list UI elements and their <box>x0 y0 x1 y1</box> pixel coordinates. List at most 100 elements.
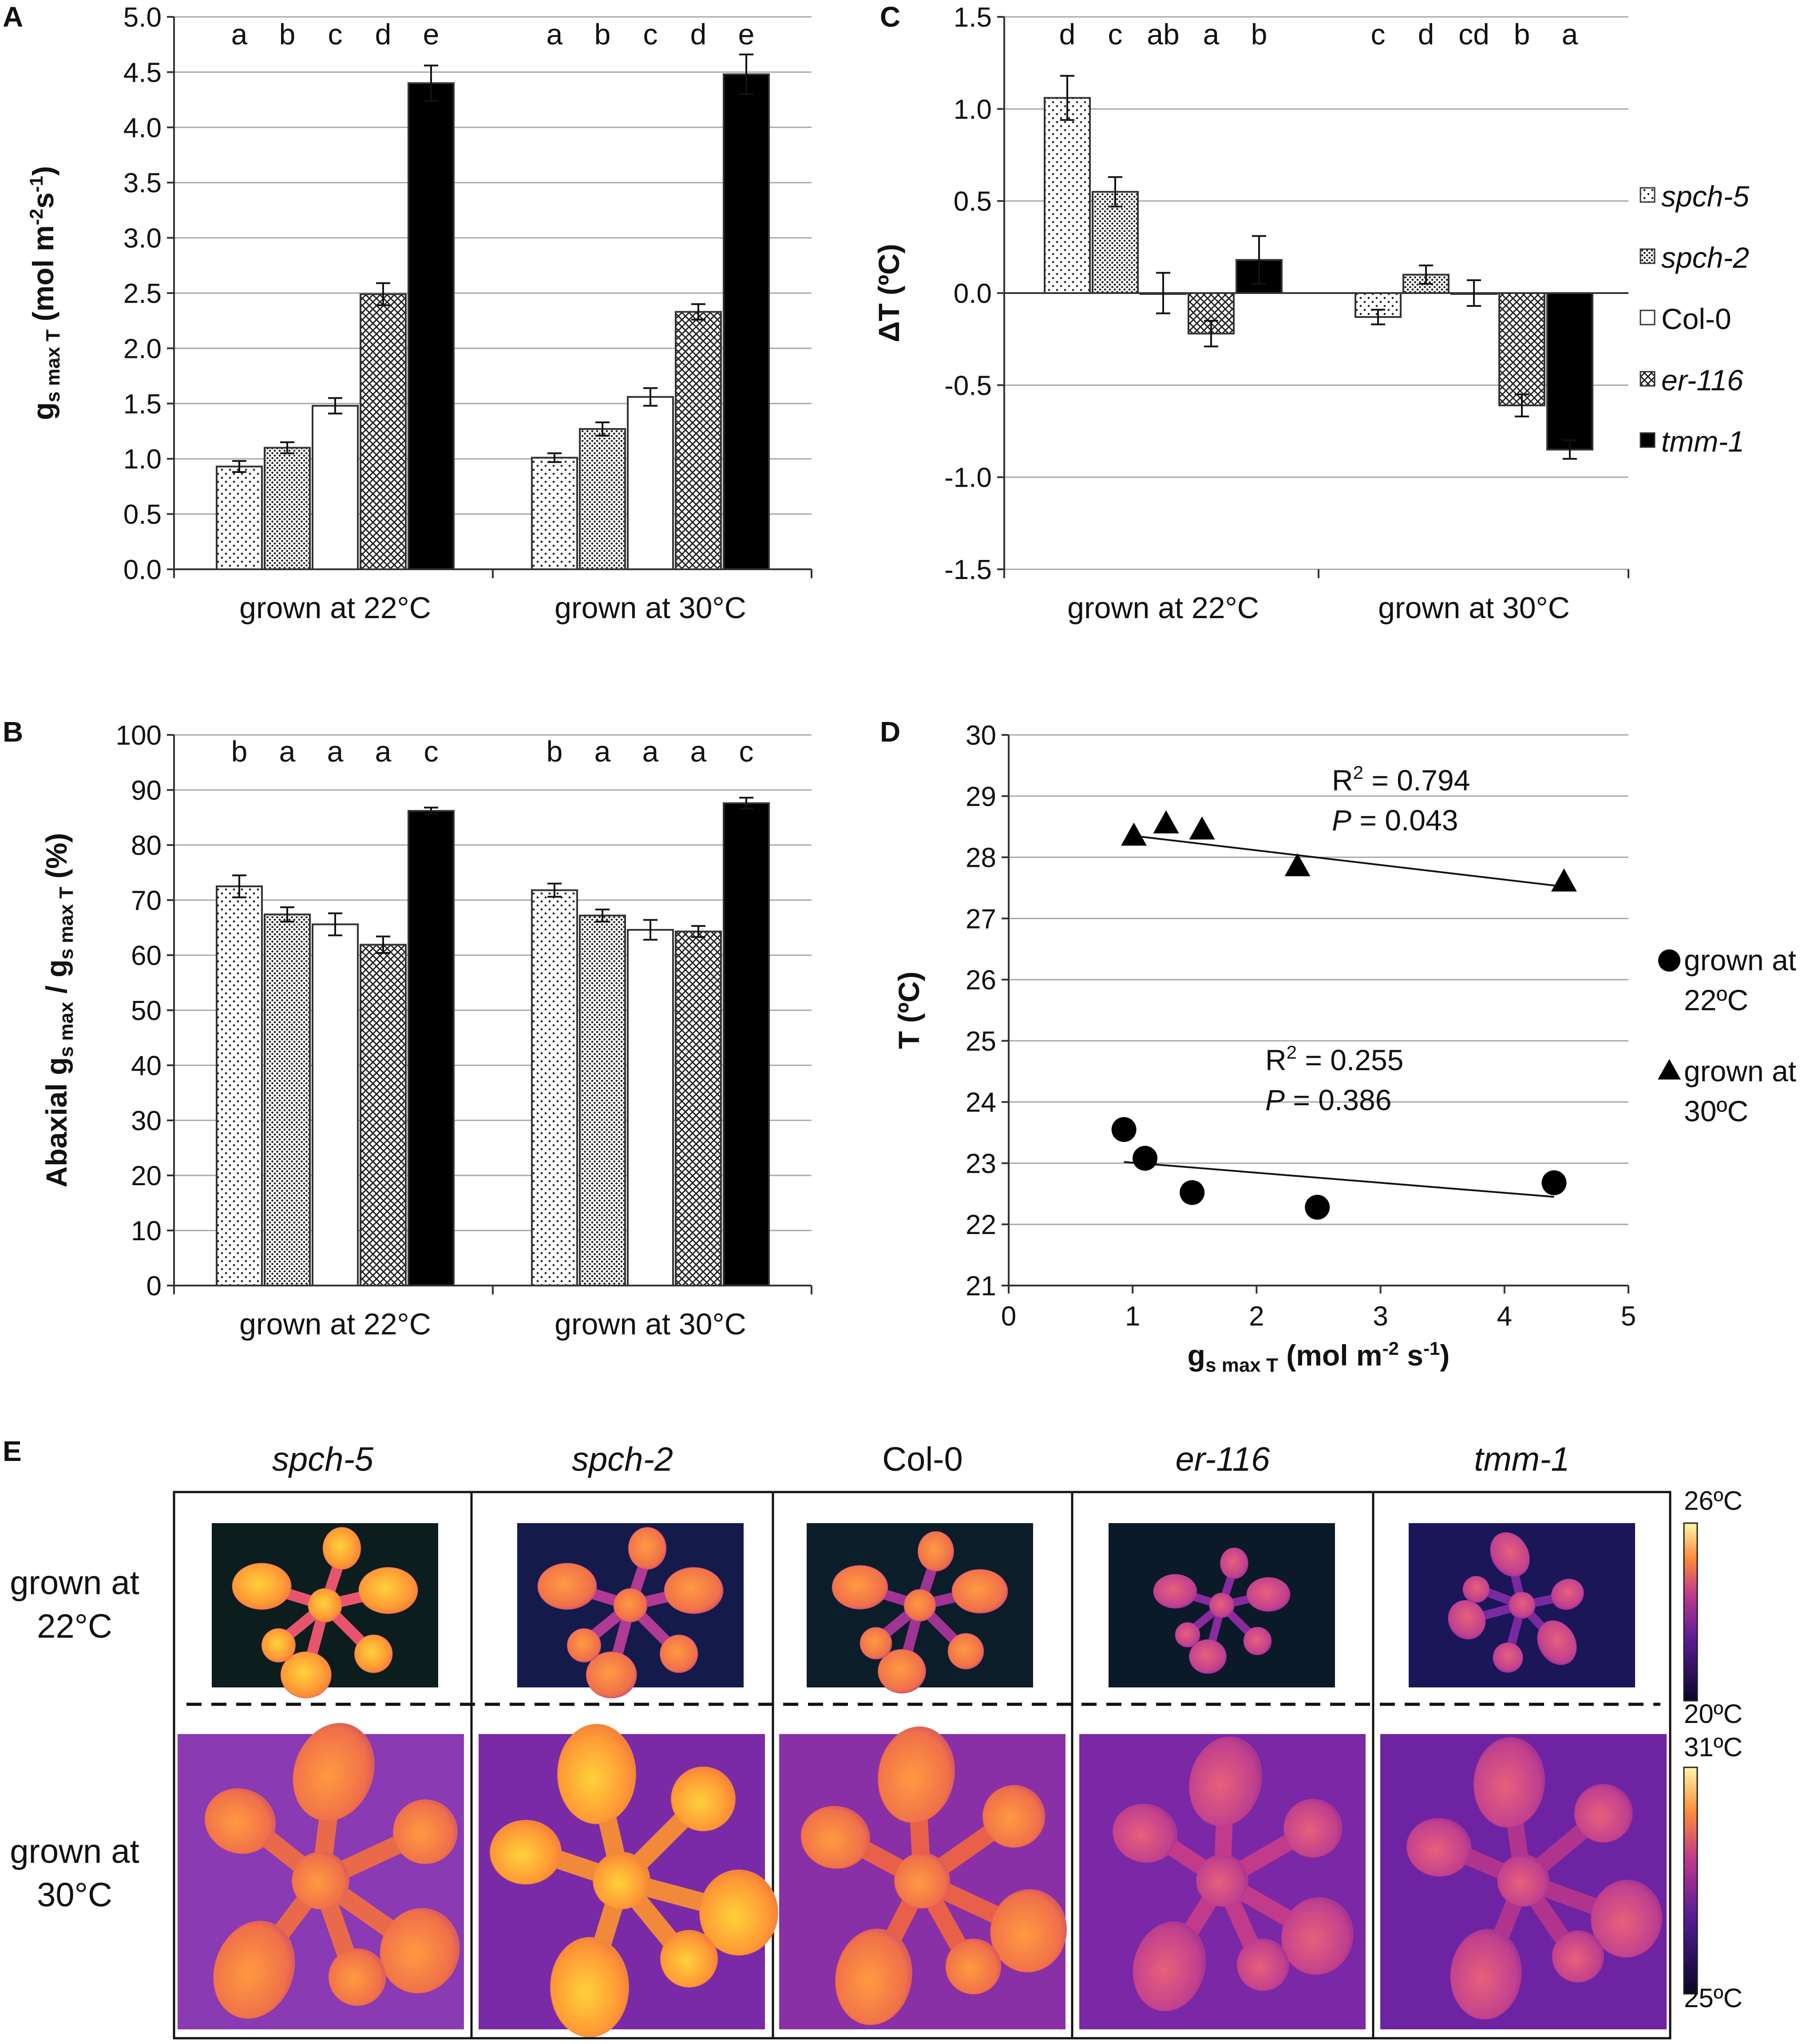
significance-letter: d <box>1059 18 1076 51</box>
row-label-22-line1: grown at <box>10 1564 139 1602</box>
category-label: grown at 30°C <box>555 1307 746 1341</box>
panel-label-d: D <box>880 716 900 748</box>
panel-e: E spch-5 spch-2 Col-0 er-116 tmm-1 grown… <box>3 1435 1743 2044</box>
legend-label-Col-0: Col-0 <box>1661 302 1731 335</box>
y-tick-label: 0.5 <box>123 500 162 530</box>
legend-label-spch-2: spch-2 <box>1661 241 1749 274</box>
thermal-image-30-col-0 <box>770 1709 1097 2044</box>
y-tick-label: 0.0 <box>954 278 992 309</box>
y-tick-label: 2.0 <box>123 333 162 364</box>
category-label: grown at 22°C <box>1067 591 1259 625</box>
y-tick-label: 30 <box>966 720 996 751</box>
thermal-image-22-er-116 <box>1109 1523 1335 1687</box>
trendline-circle <box>1124 1161 1554 1198</box>
colorbar-30-min: 25ºC <box>1684 1983 1743 2013</box>
significance-letter: a <box>1562 18 1578 51</box>
significance-letter: c <box>1108 18 1123 51</box>
colorbar-30 <box>1683 1766 1698 1995</box>
bar-er-116-30c <box>1498 292 1545 406</box>
significance-letter: c <box>643 18 658 51</box>
x-axis-label: gs max T (mol m-2 s-1) <box>1188 1338 1450 1376</box>
thermal-image-22-tmm-1 <box>1409 1511 1635 1706</box>
y-tick-label: 5.0 <box>123 2 162 33</box>
significance-letter: a <box>279 735 296 768</box>
y-tick-label: -1.5 <box>944 555 992 585</box>
data-point-circle <box>1180 1180 1205 1205</box>
y-tick-label: 50 <box>131 996 162 1026</box>
colorbar-22-min: 20ºC <box>1684 1699 1743 1729</box>
thermal-image-30-spch-2 <box>479 1724 778 2037</box>
bar-spch-5-22c <box>216 885 263 1286</box>
bar-spch-2-22c <box>264 913 311 1286</box>
bar-Col-0-22c <box>312 405 359 570</box>
r-squared-annotation: R2 = 0.794 <box>1332 762 1470 797</box>
thermal-image-22-spch-2 <box>517 1523 744 1698</box>
y-tick-label: 1.0 <box>954 94 992 125</box>
y-tick-label: -0.5 <box>944 370 992 401</box>
data-point-circle <box>1541 1170 1567 1195</box>
y-tick-label: 40 <box>131 1051 162 1081</box>
legend-swatch-tmm-1 <box>1640 432 1656 448</box>
significance-letter: a <box>231 18 248 51</box>
thermal-image-30-er-116 <box>1070 1713 1395 2044</box>
panel-label-a: A <box>3 1 23 33</box>
bar-spch-2-30c <box>579 914 626 1286</box>
significance-letter: a <box>642 735 659 768</box>
significance-letter: b <box>231 735 248 768</box>
colorbar-22-max: 26ºC <box>1684 1486 1743 1516</box>
y-tick-label: 21 <box>966 1271 996 1302</box>
y-tick-label: 27 <box>966 904 996 934</box>
legend-marker-triangle <box>1658 1059 1681 1080</box>
bar-tmm-1-30c <box>723 73 770 571</box>
significance-letter: b <box>1514 18 1530 51</box>
panel-label-b: B <box>3 716 23 748</box>
legend-label-line1: grown at <box>1684 1055 1796 1087</box>
significance-letter: a <box>375 735 392 768</box>
significance-letter: b <box>547 735 563 768</box>
thermal-image-22-col-0 <box>807 1523 1033 1693</box>
panel-e-frame <box>173 1491 1671 2040</box>
row-label-30-line2: 30°C <box>37 1876 112 1914</box>
bar-tmm-1-22c <box>408 810 455 1286</box>
y-tick-label: 1.5 <box>954 2 992 33</box>
column-label-er-116: er-116 <box>1176 1441 1270 1478</box>
trendline-triangle <box>1133 835 1565 888</box>
bar-tmm-1-22c <box>408 82 455 570</box>
bar-spch-5-22c <box>1044 97 1091 294</box>
significance-letter: d <box>690 18 707 51</box>
significance-letter: ab <box>1147 18 1179 51</box>
y-tick-label: 70 <box>131 885 162 916</box>
x-tick-label: 0 <box>1001 1301 1016 1332</box>
x-tick-label: 5 <box>1621 1301 1636 1332</box>
bar-spch-2-22c <box>1092 191 1139 294</box>
x-tick-label: 1 <box>1125 1301 1140 1332</box>
row-label-30-line1: grown at <box>10 1833 139 1870</box>
significance-letter: b <box>594 18 611 51</box>
thermal-image-30-tmm-1 <box>1380 1729 1677 2034</box>
bar-er-116-22c <box>360 944 407 1286</box>
r-squared-annotation: R2 = 0.255 <box>1265 1042 1403 1076</box>
legend-label-spch-5: spch-5 <box>1661 180 1749 213</box>
y-tick-label: 29 <box>966 782 996 812</box>
legend-label-er-116: er-116 <box>1661 364 1743 397</box>
row-label-22-line2: 22°C <box>37 1607 112 1645</box>
y-tick-label: 3.0 <box>123 223 162 254</box>
x-tick-label: 4 <box>1497 1301 1512 1332</box>
x-tick-label: 3 <box>1373 1301 1388 1332</box>
y-tick-label: 0.5 <box>954 187 992 217</box>
data-point-circle <box>1305 1195 1330 1220</box>
y-tick-label: 80 <box>131 830 162 861</box>
thermal-image-30-spch-5 <box>143 1689 521 2044</box>
category-label: grown at 22°C <box>239 1307 431 1341</box>
thermal-image-22-spch-5 <box>212 1523 438 1698</box>
bar-spch-2-30c <box>579 428 626 570</box>
y-tick-label: 0.0 <box>123 555 162 585</box>
significance-letter: c <box>739 735 754 768</box>
y-axis-label: Abaxial gs max / gs max T (%) <box>40 833 77 1187</box>
y-tick-label: 2.5 <box>123 278 162 309</box>
significance-letter: a <box>327 735 344 768</box>
legend-label-line2: 22ºC <box>1684 984 1748 1016</box>
